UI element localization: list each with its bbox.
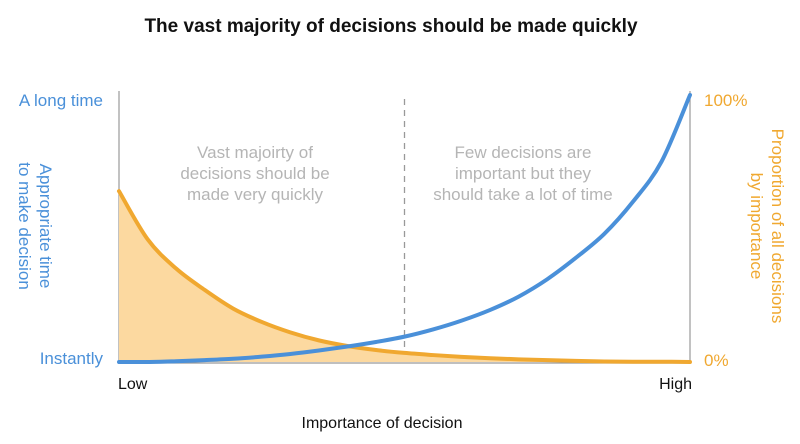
annotation-left-line-1: Vast majoirty of (197, 143, 313, 162)
x-tick-low: Low (118, 376, 148, 393)
x-tick-high: High (659, 376, 692, 393)
y-left-axis-label-line-2: to make decision (15, 162, 34, 290)
series-1-line (117, 93, 692, 365)
y-left-top-label: A long time (19, 91, 103, 110)
y-right-axis-label-line-1: Proportion of all decisions (768, 129, 787, 324)
y-left-axis-label-line-1: Appropriate time (36, 164, 55, 289)
y-right-bottom-label: 0% (704, 351, 729, 370)
y-left-bottom-label: Instantly (40, 349, 104, 368)
x-axis-label: Importance of decision (302, 415, 463, 432)
annotation-right-line-3: should take a lot of time (433, 185, 613, 204)
annotation-right-line-1: Few decisions are (454, 143, 591, 162)
annotation-right-line-2: important but they (455, 164, 592, 183)
y-right-axis-label-line-2: by importance (747, 173, 766, 280)
series-2-line (117, 189, 692, 364)
annotation-left-line-3: made very quickly (187, 185, 324, 204)
y-right-top-label: 100% (704, 91, 747, 110)
series-2-area (119, 191, 690, 362)
chart-title: The vast majority of decisions should be… (144, 16, 638, 37)
annotation-left-line-2: decisions should be (180, 164, 329, 183)
plot-area (117, 91, 692, 365)
